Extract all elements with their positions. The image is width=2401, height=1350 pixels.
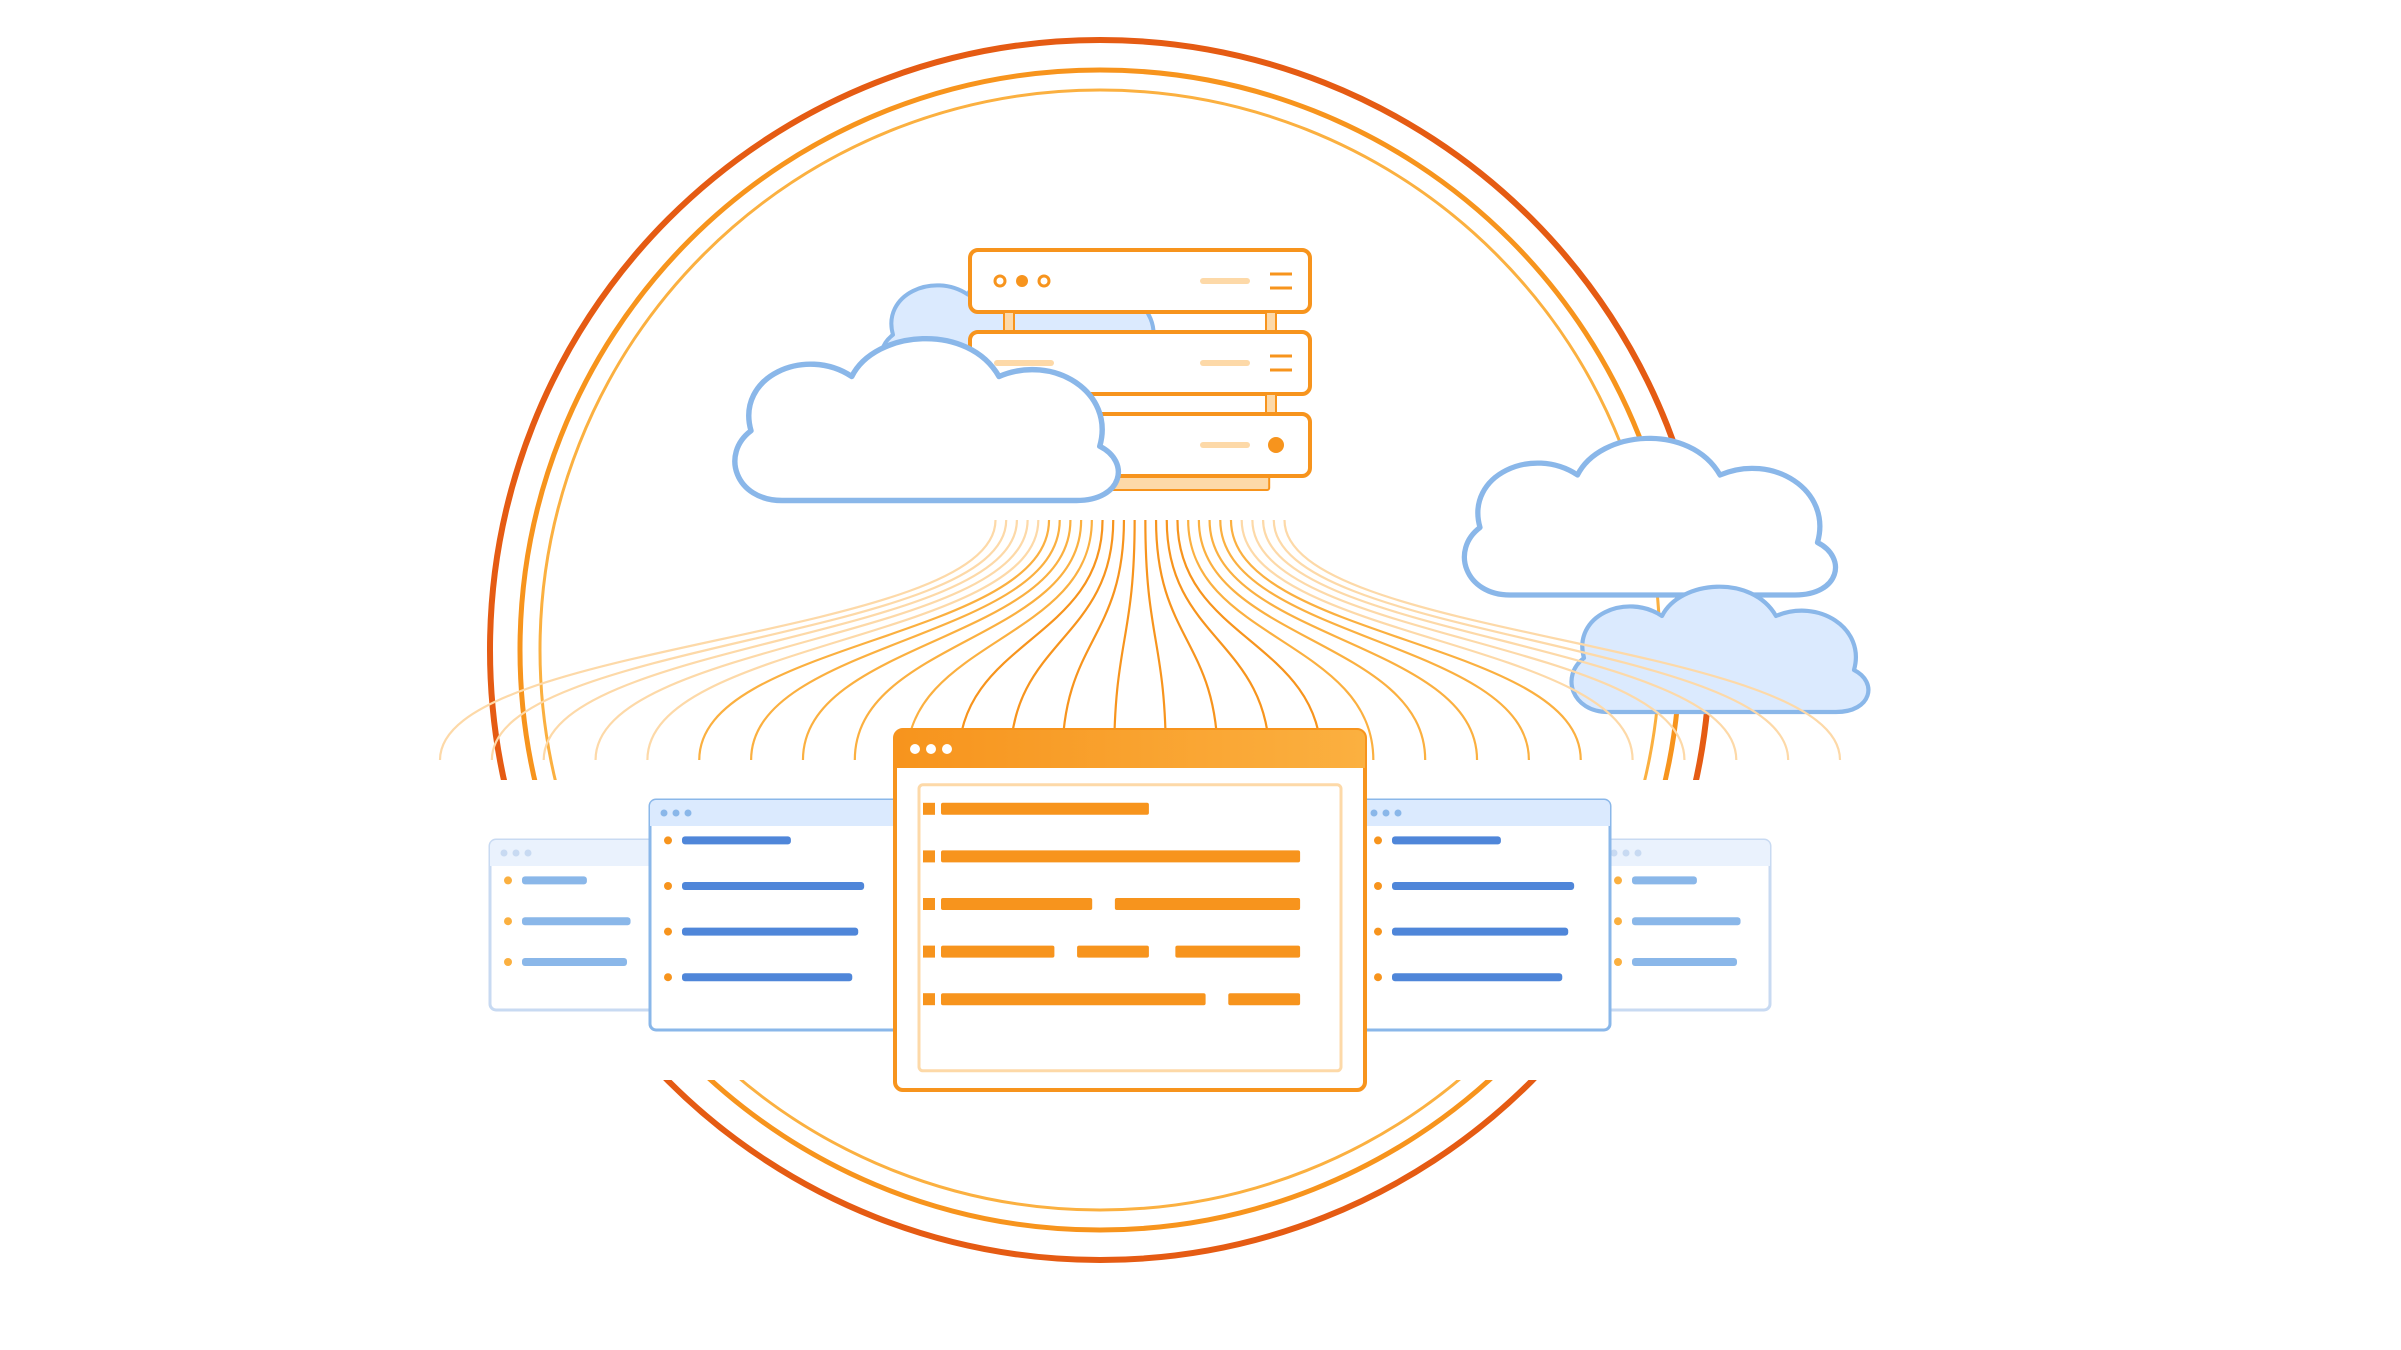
cloud-back-right: [1464, 438, 1835, 595]
windows-front: [895, 730, 1365, 1090]
fan-line-8: [855, 520, 1081, 760]
win-l2: [650, 800, 900, 1030]
fan-line-14: [1145, 520, 1166, 760]
fan-line-13: [1114, 520, 1135, 760]
fan-line-17: [1177, 520, 1321, 760]
window-center: [895, 730, 1365, 1090]
win-l1: [490, 840, 660, 1010]
diagram-svg: [0, 0, 2401, 1350]
diagram-root: [0, 0, 2401, 1350]
fan-line-2: [544, 520, 1017, 760]
fan-line-4: [647, 520, 1038, 760]
fan-line-19: [1199, 520, 1425, 760]
win-r2: [1360, 800, 1610, 1030]
win-r1: [1600, 840, 1770, 1010]
fan-line-1: [492, 520, 1006, 760]
fan-line-10: [959, 520, 1103, 760]
